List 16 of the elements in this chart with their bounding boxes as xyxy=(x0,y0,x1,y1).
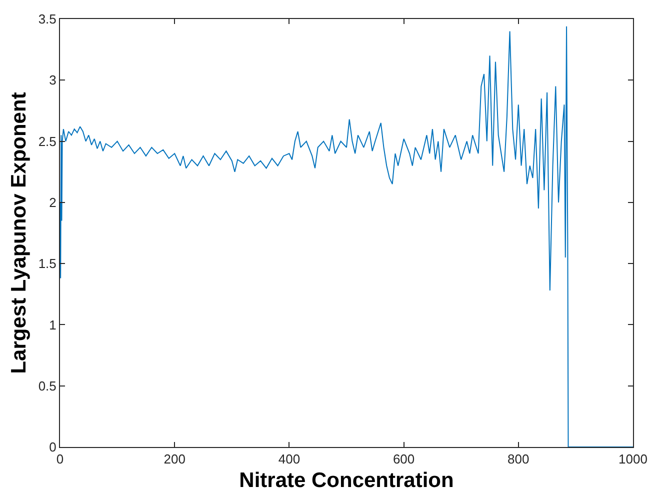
x-tick-label: 400 xyxy=(278,452,300,467)
y-tick-label: 3 xyxy=(49,72,56,88)
line-series xyxy=(60,26,633,447)
x-tick-label: 800 xyxy=(508,452,530,467)
y-tick-label: 1 xyxy=(49,317,56,332)
y-tick-label: 2 xyxy=(49,194,56,210)
y-tick-label: 1.5 xyxy=(38,256,56,272)
y-tick-label: 0 xyxy=(49,440,56,455)
y-tick-label: 0.5 xyxy=(38,378,56,394)
x-tick-label: 200 xyxy=(164,452,186,467)
y-tick-label: 2.5 xyxy=(38,134,56,149)
y-tick-label: 3.5 xyxy=(38,12,56,27)
x-axis-title: Nitrate Concentration xyxy=(239,468,454,492)
x-tick-label: 1000 xyxy=(618,452,648,467)
y-axis-title: Largest Lyapunov Exponent xyxy=(7,92,30,374)
x-tick-label: 600 xyxy=(392,452,415,467)
